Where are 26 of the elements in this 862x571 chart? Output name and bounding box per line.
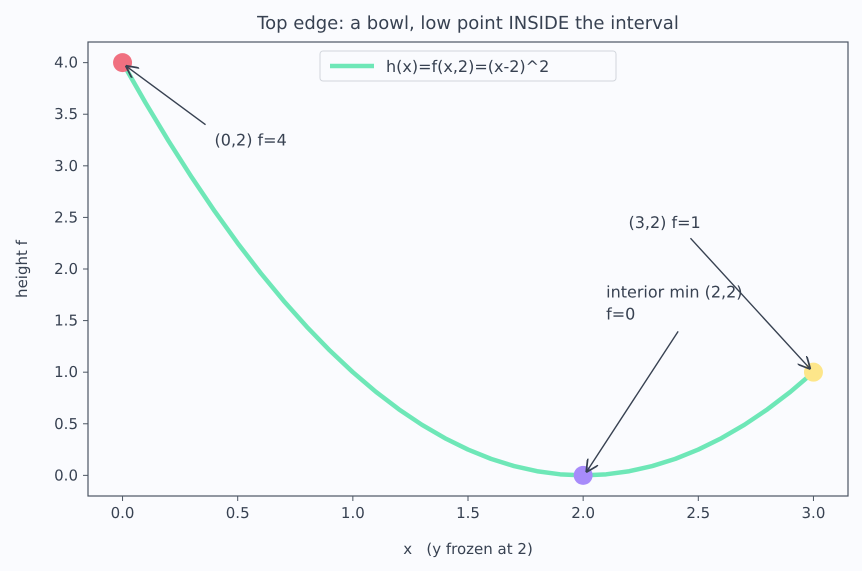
annotation: (3,2) f=1 [628,213,701,232]
y-tick-label: 0.0 [54,466,78,484]
chart-title: Top edge: a bowl, low point INSIDE the interval [256,13,679,34]
y-tick-label: 1.5 [54,312,78,330]
x-tick-label: 1.0 [340,504,365,522]
x-axis-title: x (y frozen at 2) [403,540,533,558]
x-tick-label: 3.0 [802,504,826,522]
x-tick-label: 2.5 [686,504,710,522]
x-tick-label: 0.5 [226,504,250,522]
legend-label: h(x)=f(x,2)=(x-2)^2 [386,57,550,76]
x-tick-label: 0.0 [110,504,134,522]
x-tick-label: 2.0 [571,504,596,522]
y-tick-label: 2.0 [54,260,78,278]
annotation: (0,2) f=4 [214,130,287,150]
y-tick-label: 2.5 [54,208,78,226]
x-tick-label: 1.5 [456,504,480,522]
annotation: interior min (2,2) f=0 [606,282,743,324]
y-tick-label: 3.5 [54,105,78,124]
point [574,466,593,485]
y-tick-label: 3.0 [54,156,78,175]
y-tick-label: 4.0 [54,54,78,72]
y-tick-label: 1.0 [54,363,78,382]
point [804,362,823,382]
y-tick-label: 0.5 [54,414,78,433]
point [113,53,132,72]
y-axis-title: height f [13,239,31,298]
